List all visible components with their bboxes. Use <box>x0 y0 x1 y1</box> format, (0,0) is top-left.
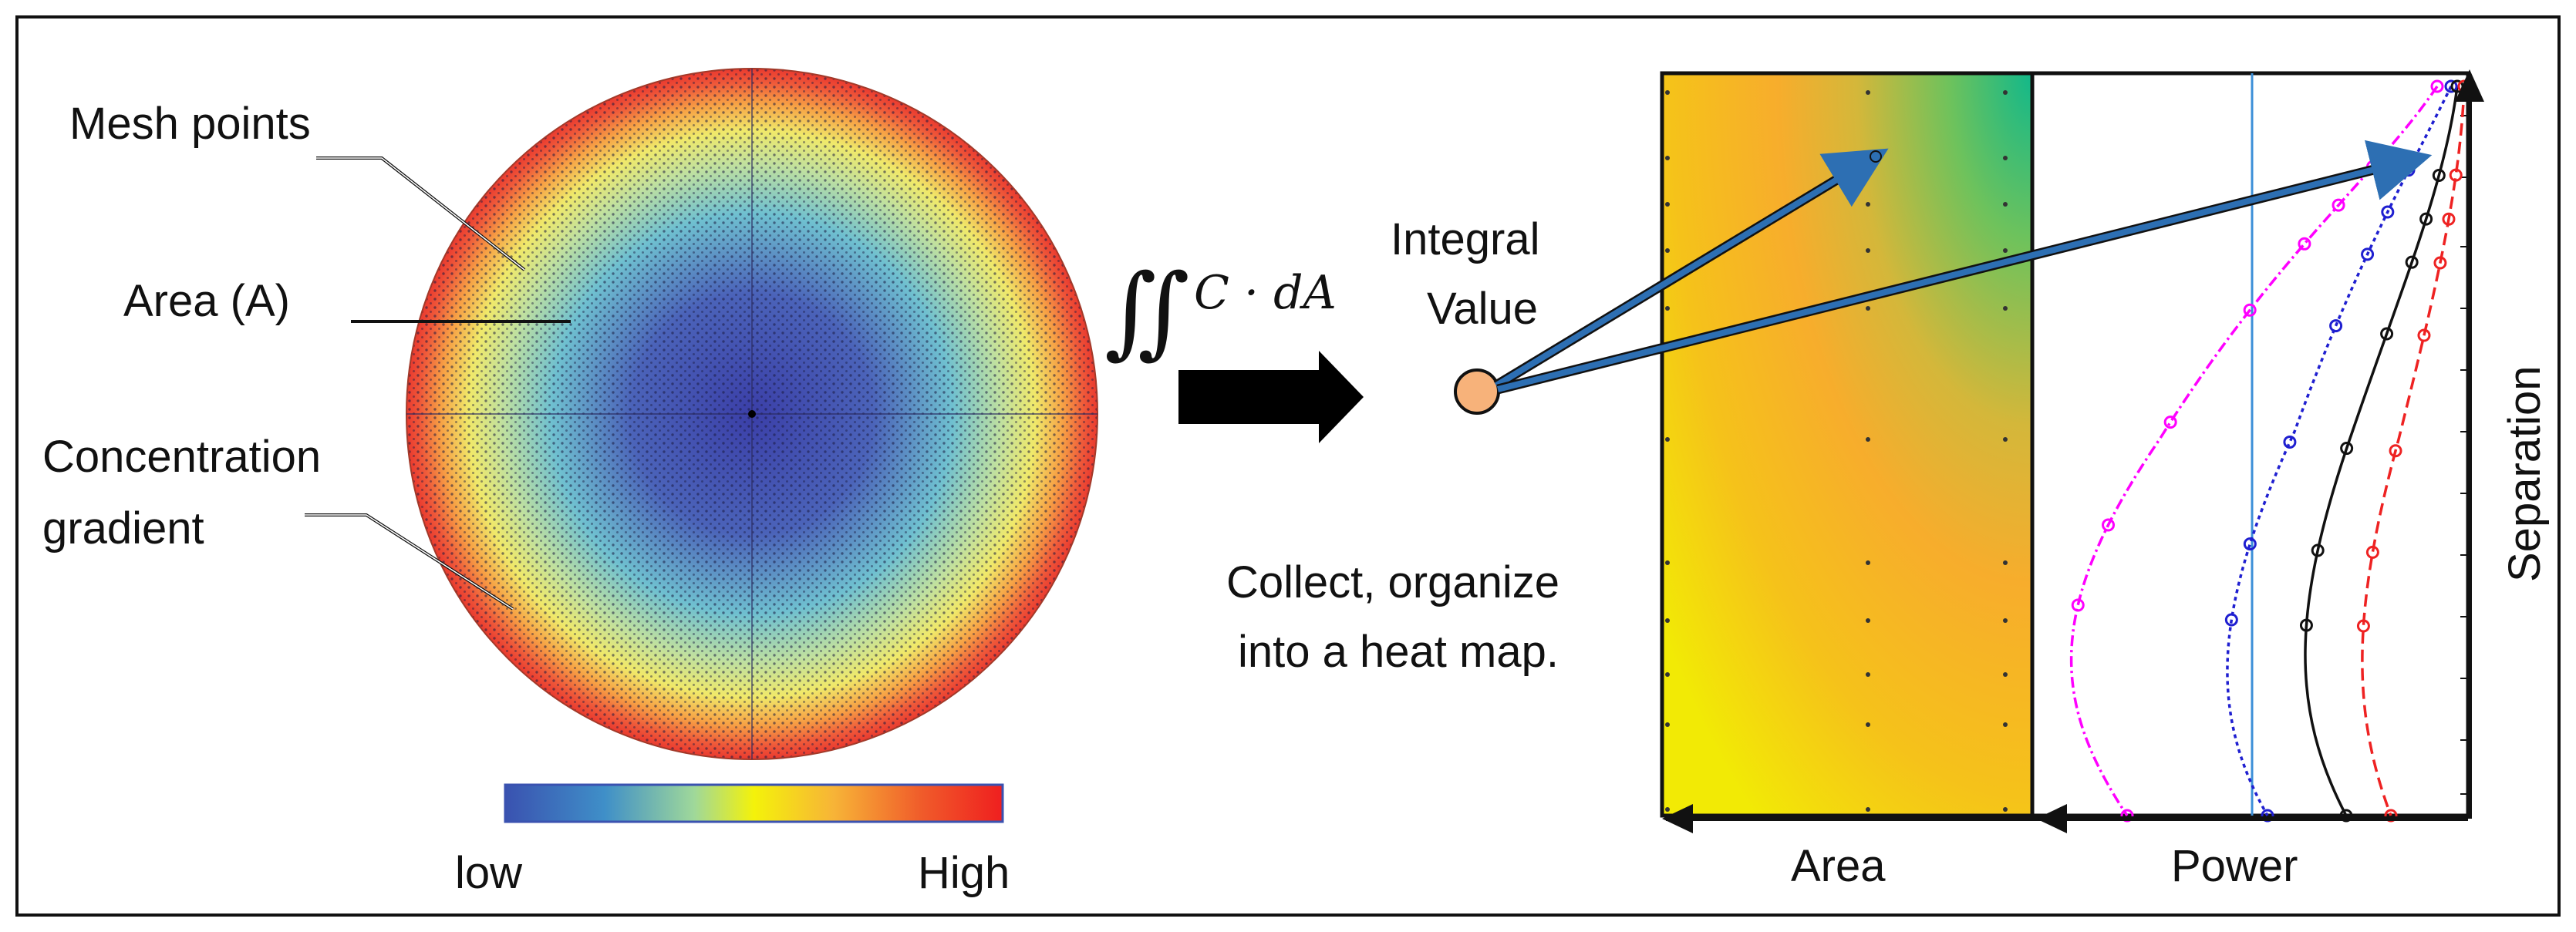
series-black-curve <box>2304 86 2459 816</box>
series-blue-marker <box>2283 435 2297 449</box>
series-magenta-marker <box>2163 416 2177 429</box>
concentration-label-line1: Concentration <box>42 432 321 482</box>
heatmap-mesh-dot <box>2003 722 2008 727</box>
heatmap-mesh-dot <box>1665 90 1670 95</box>
series-magenta-marker <box>2102 518 2116 532</box>
area-axis-arrowhead <box>1662 804 1693 833</box>
series-blue-marker <box>2243 537 2257 551</box>
heatmap-mesh-dot <box>1665 202 1670 207</box>
heatmap-mesh-dot <box>1866 306 1870 311</box>
heatmap-mesh-dot <box>2003 807 2008 812</box>
heatmap-mesh-dot <box>1665 306 1670 311</box>
series-blue-marker <box>2329 319 2343 333</box>
heatmap-mesh-dot <box>2003 156 2008 160</box>
heatmap-mesh-dot <box>1866 618 1870 623</box>
heatmap-target-point <box>1870 150 1882 163</box>
collect-text-line1: Collect, organize <box>1226 557 1559 607</box>
colorbar-low-label: low <box>455 848 523 898</box>
series-magenta-marker <box>2332 198 2345 212</box>
series-blue-marker <box>2224 613 2238 627</box>
separation-y-axis-label: Separation <box>2500 365 2550 582</box>
heatmap-mesh-dot <box>1866 560 1870 565</box>
mesh-disc <box>406 68 1098 760</box>
heatmap-mesh-dot <box>1866 722 1870 727</box>
series-blue-marker <box>2444 79 2458 93</box>
series-blue-marker <box>2361 247 2375 261</box>
concentration-label-line2: gradient <box>42 503 204 553</box>
series-black-marker <box>2299 618 2313 632</box>
mesh-points-label: Mesh points <box>69 99 311 149</box>
double-integral-symbol: ∬ <box>1104 252 1190 369</box>
heatmap-mesh-dot <box>1866 672 1870 677</box>
integral-expression: C · dA <box>1194 266 1337 320</box>
colorbar-high-label: High <box>918 848 1010 898</box>
series-black-marker <box>2311 543 2325 557</box>
series-red-marker <box>2417 328 2431 342</box>
collect-text-line2: into a heat map. <box>1238 627 1559 677</box>
heatmap-panel <box>1660 71 2035 818</box>
heatmap-mesh-dot <box>2003 90 2008 95</box>
series-red-curve <box>2361 86 2466 816</box>
heatmap-mesh-dot <box>1665 807 1670 812</box>
series-magenta-marker <box>2430 79 2444 93</box>
series-red-marker <box>2365 545 2379 559</box>
heatmap-mesh-dot <box>1665 560 1670 565</box>
series-blue-marker <box>2381 205 2395 219</box>
colorbar <box>504 783 1004 823</box>
area-label: Area (A) <box>123 276 290 326</box>
series-black-marker <box>2432 169 2446 183</box>
heatmap-mesh-dot <box>1866 90 1870 95</box>
series-black-marker <box>2380 327 2394 341</box>
separation-axis-arrowhead <box>2455 69 2484 102</box>
series-red-marker <box>2449 168 2463 182</box>
power-plot-panel <box>2030 71 2471 823</box>
series-red-marker <box>2389 444 2402 458</box>
series-magenta-marker <box>2298 237 2311 251</box>
integral-value-label-line1: Integral <box>1391 214 1539 264</box>
heatmap-mesh-dot <box>1665 618 1670 623</box>
series-magenta-marker <box>2243 303 2257 317</box>
heatmap-x-axis-label: Area <box>1791 841 1886 891</box>
outer-border <box>15 15 2561 917</box>
series-red-marker <box>2433 256 2447 270</box>
heatmap-mesh-dot <box>2003 560 2008 565</box>
series-red-marker <box>2442 212 2456 226</box>
heatmap-mesh-dot <box>2003 248 2008 253</box>
heatmap-mesh-dot <box>1866 248 1870 253</box>
series-black-marker <box>2405 255 2419 269</box>
heatmap-mesh-dot <box>1665 722 1670 727</box>
heatmap-mesh-dot <box>1665 156 1670 160</box>
series-black-marker <box>2340 442 2354 456</box>
heatmap-mesh-dot <box>2003 618 2008 623</box>
heatmap-mesh-dot <box>1866 437 1870 442</box>
heatmap-mesh-dot <box>2003 437 2008 442</box>
series-markers <box>2071 79 2471 823</box>
heatmap-mesh-dot <box>2003 306 2008 311</box>
heatmap-mesh-dot <box>1665 672 1670 677</box>
series-red-marker <box>2356 619 2370 633</box>
disc-center-point <box>748 410 756 418</box>
right-axis-ticks <box>2460 115 2468 795</box>
series-black-marker <box>2419 212 2433 226</box>
process-arrow <box>1178 351 1364 443</box>
heatmap-mesh-dot <box>1665 248 1670 253</box>
series-magenta-marker <box>2071 598 2085 612</box>
heatmap-mesh-dot <box>2003 202 2008 207</box>
heatmap-mesh-dot <box>1866 807 1870 812</box>
power-x-axis-label: Power <box>2171 841 2298 891</box>
heatmap-mesh-dot <box>2003 672 2008 677</box>
integral-value-label-line2: Value <box>1427 284 1538 334</box>
heatmap-mesh-dots <box>1665 90 2008 812</box>
heatmap-mesh-dot <box>1665 437 1670 442</box>
power-axis-arrowhead <box>2036 804 2067 833</box>
heatmap-mesh-dot <box>1866 202 1870 207</box>
integral-value-dot <box>1454 368 1500 415</box>
